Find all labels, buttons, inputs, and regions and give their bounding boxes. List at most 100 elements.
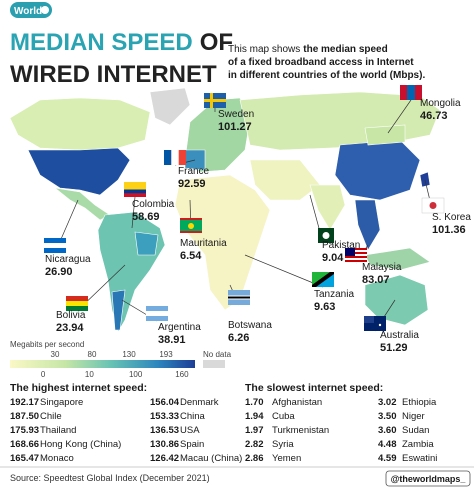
country-value: 26.90 (45, 266, 73, 278)
flag (44, 238, 66, 253)
legend-ticks: 30 80 130 193 0 10 100 160 (41, 350, 189, 379)
indonesia (364, 247, 431, 271)
flag (204, 93, 226, 108)
country-value: 92.59 (178, 178, 206, 190)
list-name: Monaco (40, 453, 74, 464)
list-value: 175.93 (10, 425, 39, 436)
south-korea (419, 171, 431, 188)
list-name: Yemen (272, 453, 301, 464)
list-value: 153.33 (150, 411, 179, 422)
list-name: China (180, 411, 206, 422)
canada (9, 97, 151, 151)
list-name: Denmark (180, 397, 219, 408)
flag-part (345, 252, 367, 254)
handle: @theworldmaps_ (391, 474, 467, 484)
list-name: Macau (China) (180, 453, 242, 464)
list-value: 1.94 (245, 411, 264, 422)
source: Source: Speedtest Global Index (December… (10, 473, 210, 483)
flag (164, 150, 186, 165)
description-intro: This map shows (228, 44, 300, 55)
flag-part (180, 218, 202, 220)
middle-east (249, 159, 321, 201)
legend-tick-label: 193 (159, 350, 173, 359)
flag-part (146, 311, 168, 316)
badge (10, 2, 52, 18)
flag-part (345, 256, 367, 258)
list-value: 1.97 (245, 425, 264, 436)
flag (312, 228, 334, 243)
list-name: Ethiopia (402, 397, 437, 408)
country-name: Sweden (218, 109, 254, 120)
handle-box (385, 470, 471, 487)
china (334, 139, 421, 201)
pointer-line (131, 196, 136, 229)
list-value: 130.86 (150, 439, 179, 450)
country-name: Nicaragua (45, 254, 91, 265)
legend-tick-label: 100 (129, 370, 143, 379)
india (309, 184, 346, 231)
list-title: The highest internet speed: (10, 382, 147, 394)
russia (239, 91, 441, 151)
flag-part (180, 231, 202, 233)
flag-part (322, 232, 330, 239)
country-name: Mongolia (420, 98, 461, 109)
flag-part (124, 182, 146, 190)
legend-tick-label: 0 (41, 370, 46, 379)
legend-tick-label: 130 (122, 350, 136, 359)
country-value: 9.63 (314, 301, 335, 313)
list-value: 165.47 (10, 453, 39, 464)
country-value: 9.04 (322, 252, 344, 264)
list-value: 126.42 (150, 453, 179, 464)
flag-part (66, 301, 88, 306)
flag-part (345, 260, 367, 262)
description-bold: the median speed (303, 44, 387, 55)
legend-scale (10, 360, 195, 368)
southeast-asia (354, 199, 381, 251)
greenland (149, 87, 191, 126)
country-name: Malaysia (362, 262, 402, 273)
country-value: 6.54 (180, 250, 202, 262)
list-value: 1.70 (245, 397, 264, 408)
flag-part (164, 150, 172, 165)
flag-part (345, 248, 367, 250)
no-data-label: No data (203, 350, 232, 359)
list-value: 168.66 (10, 439, 39, 450)
country-name: France (178, 166, 210, 177)
list-value: 4.59 (378, 453, 397, 464)
flag-part (407, 85, 415, 100)
list-name: Hong Kong (China) (40, 439, 121, 450)
flag-part (188, 223, 194, 229)
flag (180, 218, 202, 233)
country-value: 83.07 (362, 274, 390, 286)
legend-tick-label: 80 (88, 350, 97, 359)
country-name: Tanzania (314, 289, 354, 300)
country-name: Colombia (132, 199, 175, 210)
country-value: 101.36 (432, 224, 466, 236)
australia (364, 274, 429, 326)
world-map (9, 87, 441, 333)
list-name: Thailand (40, 425, 76, 436)
legend-tick-label: 160 (175, 370, 189, 379)
country-value: 23.94 (56, 322, 84, 334)
list-name: Afghanistan (272, 397, 322, 408)
flag (364, 316, 386, 331)
description-bold: in different countries of the world (Mbp… (228, 70, 425, 81)
country-value: 6.26 (228, 332, 249, 344)
chile (111, 289, 126, 331)
list-name: Turkmenistan (272, 425, 329, 436)
flag-part (44, 243, 66, 248)
list-name: USA (180, 425, 200, 436)
flag (312, 272, 334, 287)
pointer-line (244, 254, 324, 288)
description-line: This map shows the median speed (228, 44, 388, 55)
country-value: 38.91 (158, 334, 186, 346)
list-value: 136.53 (150, 425, 179, 436)
list-name: Spain (180, 439, 204, 450)
list-name: Singapore (40, 397, 83, 408)
country-name: Bolivia (56, 310, 86, 321)
list-value: 187.50 (10, 411, 39, 422)
